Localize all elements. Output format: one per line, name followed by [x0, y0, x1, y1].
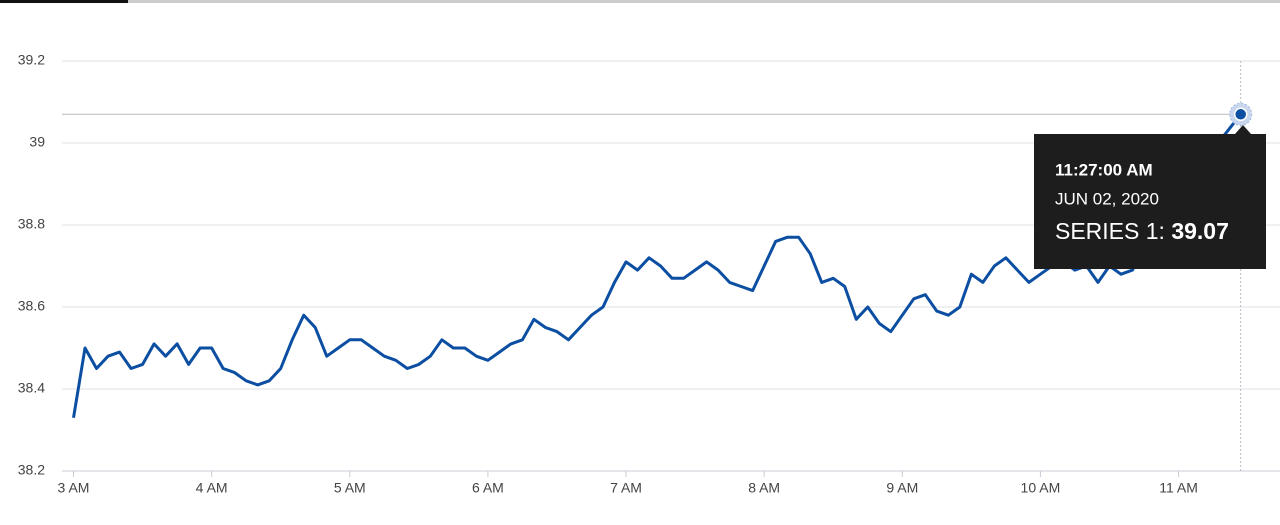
tooltip: 11:27:00 AM JUN 02, 2020 SERIES 1: 39.07	[1034, 125, 1266, 269]
y-tick-label: 38.2	[18, 462, 45, 478]
x-tick-label: 7 AM	[610, 480, 642, 496]
x-tick-label: 8 AM	[748, 480, 780, 496]
y-tick-label: 38.6	[18, 298, 45, 314]
series-line	[72, 113, 1242, 418]
hover-point	[1233, 107, 1248, 122]
tooltip-box	[1034, 134, 1266, 269]
x-tick-label: 6 AM	[472, 480, 504, 496]
tooltip-value: SERIES 1: 39.07	[1055, 218, 1229, 244]
y-tick-label: 38.8	[18, 216, 45, 232]
tooltip-label: SERIES 1:	[1055, 218, 1165, 244]
tooltip-number: 39.07	[1171, 218, 1229, 244]
tooltip-arrow	[1235, 125, 1251, 134]
y-tick-label: 38.4	[18, 380, 45, 396]
x-tick-label: 4 AM	[196, 480, 228, 496]
progress-fill	[0, 0, 128, 3]
y-tick-label: 39	[29, 134, 45, 150]
tooltip-date: JUN 02, 2020	[1055, 189, 1159, 208]
progress-track	[0, 0, 1280, 3]
y-tick-label: 39.2	[18, 52, 45, 68]
x-tick-label: 10 AM	[1021, 480, 1061, 496]
x-tick-label: 3 AM	[58, 480, 90, 496]
x-tick-label: 9 AM	[886, 480, 918, 496]
x-tick-label: 11 AM	[1159, 480, 1198, 496]
tooltip-time: 11:27:00 AM	[1055, 160, 1153, 179]
x-tick-label: 5 AM	[334, 480, 366, 496]
